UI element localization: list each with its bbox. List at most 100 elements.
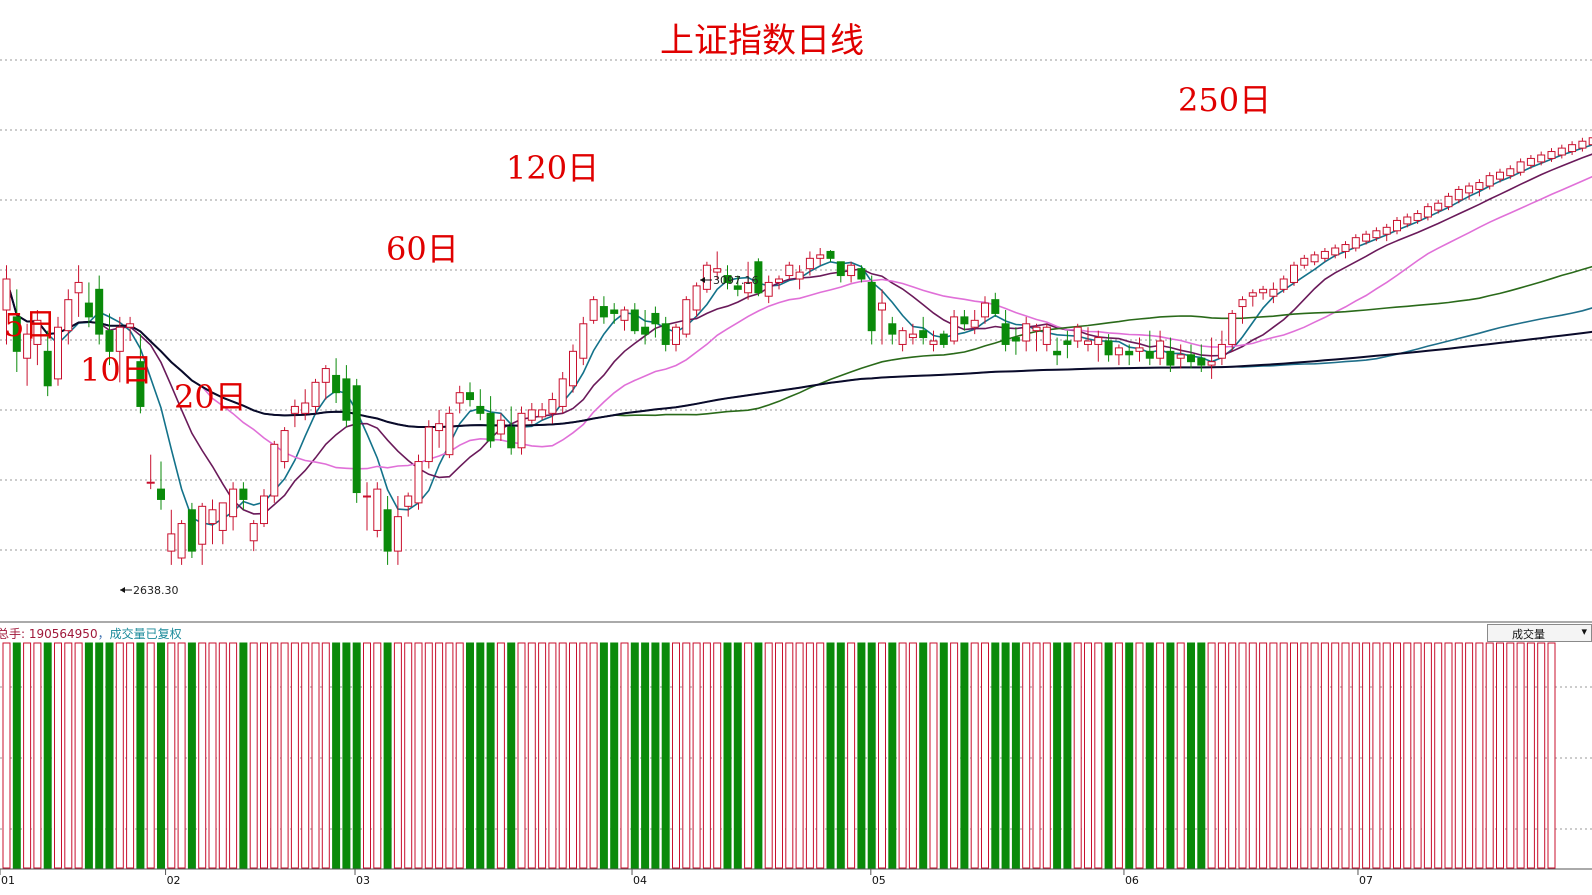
candle-body [1094,337,1103,345]
candle-body [1259,288,1268,294]
candle [785,261,794,279]
ma20-label: 20日 [174,378,247,416]
candle [847,261,856,283]
volume-bar [1279,642,1288,869]
volume-bar [352,642,361,869]
volume-total-value: 190564950 [29,627,98,641]
volume-bar [1269,642,1278,869]
candle [775,275,783,290]
volume-bar [12,642,21,869]
candle [280,427,289,469]
volume-bar [445,642,454,869]
candle [1568,141,1577,155]
candle-body [64,299,73,332]
candle [1382,223,1391,242]
candle-body [713,268,722,273]
low-annotation: 2638.30 [120,584,179,597]
candle-body [1042,326,1051,345]
volume-bar [733,642,742,869]
volume-bar [599,642,608,869]
candle-body [939,333,948,345]
candle [84,282,93,328]
volume-bar [187,642,196,869]
volume-bar [383,642,392,869]
candle-body [1537,154,1546,163]
candle [1403,213,1412,228]
candle [826,250,835,262]
candle [744,261,753,300]
volume-bar [1320,642,1329,869]
candle-body [404,495,413,507]
candle [1413,210,1422,224]
candle [836,261,845,283]
candle [1423,203,1432,221]
candle-body [1053,350,1062,356]
candle [1279,275,1288,293]
candle [435,409,444,448]
candle-body [393,516,402,552]
candle-body [1588,137,1592,146]
candle-body [445,412,454,456]
volume-bar [1403,642,1412,869]
candle [1042,323,1051,352]
candle-body [290,405,299,414]
volume-indicator-select[interactable]: 成交量 ▾ [1487,624,1592,642]
volume-bar [579,642,588,869]
candle-body [1166,350,1175,366]
volume-bar [1166,642,1175,869]
candle [1248,289,1257,307]
volume-bar [321,642,330,869]
candle [1557,144,1566,159]
volume-bar [373,642,382,869]
volume-bar [486,642,495,869]
candle-body [610,309,619,314]
candle [1578,137,1587,152]
candle-body [157,488,165,500]
candle [43,330,52,397]
candle [352,378,361,503]
volume-bar [105,642,114,869]
volume-bar [641,642,650,869]
candle [249,520,258,552]
candle [1537,151,1546,166]
volume-bar [1145,642,1154,869]
volume-bar [404,642,413,869]
candle [1454,186,1463,204]
ma250-line [5,278,1592,428]
candle [1393,217,1401,235]
candle [599,296,608,324]
candle [486,396,495,448]
candle [229,482,238,531]
volume-bar [43,642,52,869]
volume-bar [1084,642,1092,869]
candle-body [1547,151,1556,159]
candle-body [486,412,495,442]
volume-bar [249,642,258,869]
volume-bar [270,642,279,869]
candle-body [1104,340,1113,356]
candle-body [352,385,361,494]
volume-bar [1434,642,1443,869]
volume-bar [1114,642,1123,869]
candle [1063,330,1072,359]
candle-body [682,299,691,335]
candle [476,389,485,421]
volume-bar [1485,642,1494,869]
volume-bar [836,642,845,869]
candle-body [1568,144,1577,153]
candle [960,310,969,331]
candle [517,406,526,455]
candle-body [466,392,474,401]
volume-bar [260,642,268,869]
volume-bar [1362,642,1371,869]
candle-body [991,299,1000,314]
candle [558,372,567,414]
volume-bar [816,642,825,869]
candle-body [208,509,217,525]
candle [1372,227,1381,242]
candle-body [785,264,794,277]
candle-body [1228,312,1237,345]
candle [1310,251,1319,266]
volume-bar [1496,642,1504,869]
volume-bar [363,642,371,869]
